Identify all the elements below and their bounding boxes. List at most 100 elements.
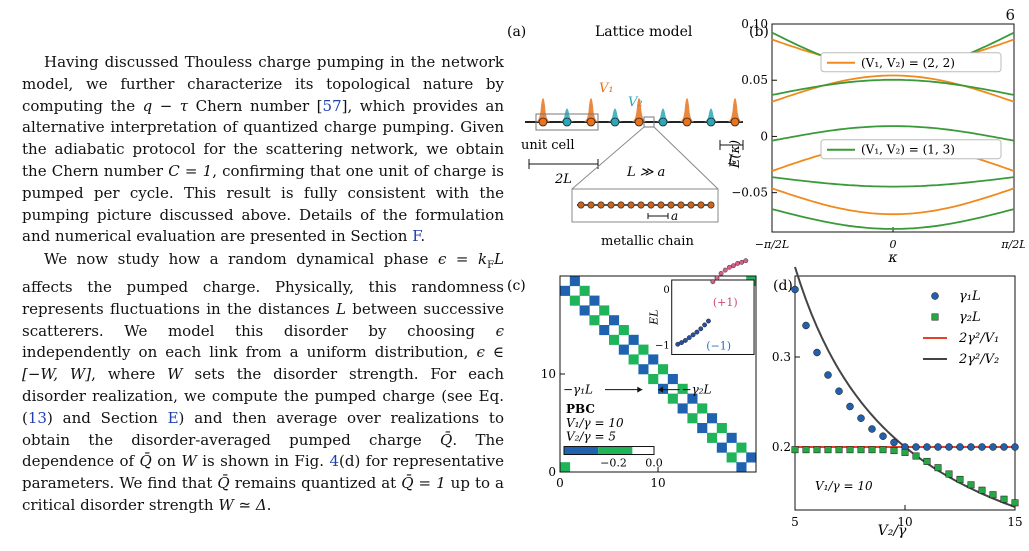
matrix-cell (658, 364, 669, 375)
gamma1-point (978, 443, 986, 451)
panel-d-ytick-label: 0.2 (772, 440, 791, 454)
inset-lower-point (694, 329, 700, 335)
matrix-cell (687, 413, 698, 424)
matrix-cell (589, 315, 600, 326)
legend-label: γ₂L (959, 310, 981, 325)
matrix-cell (569, 276, 580, 287)
matrix-cell (618, 325, 629, 336)
panel-d-ytick-label: 0.3 (772, 350, 791, 364)
gamma2-point (956, 475, 964, 483)
gamma2-point (846, 446, 854, 454)
v1-label: V₁ (599, 81, 614, 96)
lattice-site (538, 117, 548, 127)
l-gg-a-label: L ≫ a (626, 165, 665, 180)
gamma1-point (835, 387, 843, 395)
panel-c-ytick-label: 0 (548, 465, 556, 479)
matrix-cell (560, 285, 571, 296)
panel-b-label: (b) (749, 24, 769, 40)
gamma1-point (824, 371, 832, 379)
matrix-cell (726, 452, 737, 463)
panel-c-xtick-label: 10 (650, 476, 665, 490)
matrix-cell (667, 374, 678, 385)
panel-b-xtick-label: −π/2L (755, 238, 789, 251)
v2-annotation: V₂/γ = 5 (566, 430, 616, 444)
unit-cell-label: unit cell (521, 138, 575, 153)
gamma2-point (989, 491, 997, 499)
inset-label-minus: (−1) (706, 339, 731, 352)
panel-a: (a) Lattice model V₁ V₂ unit cell 2L L L… (507, 24, 744, 249)
panel-b-ytick-label: 0.10 (741, 18, 768, 31)
gamma2-point (934, 464, 942, 472)
gamma1-point (791, 285, 799, 294)
chain-site (667, 201, 675, 209)
panel-c-xtick-label: 0 (556, 476, 564, 490)
matrix-cell (638, 364, 649, 375)
gamma2-point (868, 446, 876, 454)
legend-marker (931, 292, 939, 300)
paragraph-disorder: We now study how a random dynamical phas… (22, 250, 505, 514)
body-text: Having discussed Thouless charge pumping… (22, 52, 504, 518)
v1-annotation: V₁/γ = 10 (566, 416, 624, 430)
matrix-cell (609, 334, 620, 345)
metallic-chain-sites (577, 201, 715, 209)
inset-lower-point (683, 337, 688, 343)
legend-box (820, 52, 1002, 73)
inset-upper-point (731, 263, 736, 269)
gamma1-point (945, 443, 953, 451)
chain-site (637, 201, 645, 209)
gamma1-point (879, 432, 887, 440)
legend-marker (931, 313, 939, 321)
gamma2-point (945, 470, 953, 478)
band-line (771, 187, 1015, 216)
chain-site (617, 201, 625, 209)
page-number: 6 (1005, 6, 1015, 24)
panel-b-ytick-label: 0.05 (741, 73, 768, 87)
v1-peak (679, 98, 695, 122)
chain-site (597, 201, 605, 209)
matrix-cell (609, 315, 620, 326)
lattice-chain (525, 98, 743, 127)
inset-label-plus: (+1) (713, 296, 738, 309)
matrix-cell (628, 354, 639, 365)
gamma1-point (857, 414, 865, 422)
lattice-site (682, 117, 692, 127)
legend-label: γ₁L (959, 289, 981, 304)
gamma1-point (1000, 443, 1008, 451)
gamma1-point (989, 443, 997, 451)
gamma1-point (934, 443, 942, 451)
inset-lower-point (698, 326, 704, 332)
gamma2-point (791, 446, 799, 454)
colorbar-tick: 0.0 (645, 457, 663, 470)
gamma1-point (967, 443, 975, 451)
matrix-cell (677, 403, 688, 414)
panel-d-annotation: V₁/γ = 10 (815, 479, 873, 493)
gamma1-point (923, 443, 931, 451)
panel-b-ytick-label: −0.05 (731, 186, 768, 200)
gamma2-annotation: −γ₂L (682, 383, 712, 397)
panel-d-xlabel: V₂/γ (878, 523, 907, 539)
legend-label: (V₁, V₂) = (1, 3) (861, 143, 955, 157)
colorbar-tick: −0.2 (600, 457, 627, 470)
metallic-chain-label: metallic chain (601, 234, 694, 249)
gamma2-point (890, 447, 898, 455)
v2-peak (559, 108, 575, 122)
matrix-cell (736, 462, 747, 473)
gamma2-point (1011, 499, 1019, 507)
matrix-cell (648, 374, 659, 385)
gamma2-point (857, 446, 865, 454)
gamma2-point (1000, 495, 1008, 503)
two-l-label: 2L (554, 172, 572, 187)
pbc-label: PBC (566, 402, 595, 416)
chain-site (577, 201, 585, 209)
curve-2g2-v2 (794, 266, 1016, 508)
inset-lower-point (690, 332, 696, 338)
panel-a-title: Lattice model (595, 24, 693, 40)
colorbar-white (632, 446, 654, 455)
band-line (771, 125, 1015, 142)
matrix-cell (658, 383, 669, 394)
chain-site (697, 201, 705, 209)
matrix-cell (726, 432, 737, 443)
matrix-cell (736, 442, 747, 453)
chain-site (627, 201, 635, 209)
matrix-cell (618, 344, 629, 355)
